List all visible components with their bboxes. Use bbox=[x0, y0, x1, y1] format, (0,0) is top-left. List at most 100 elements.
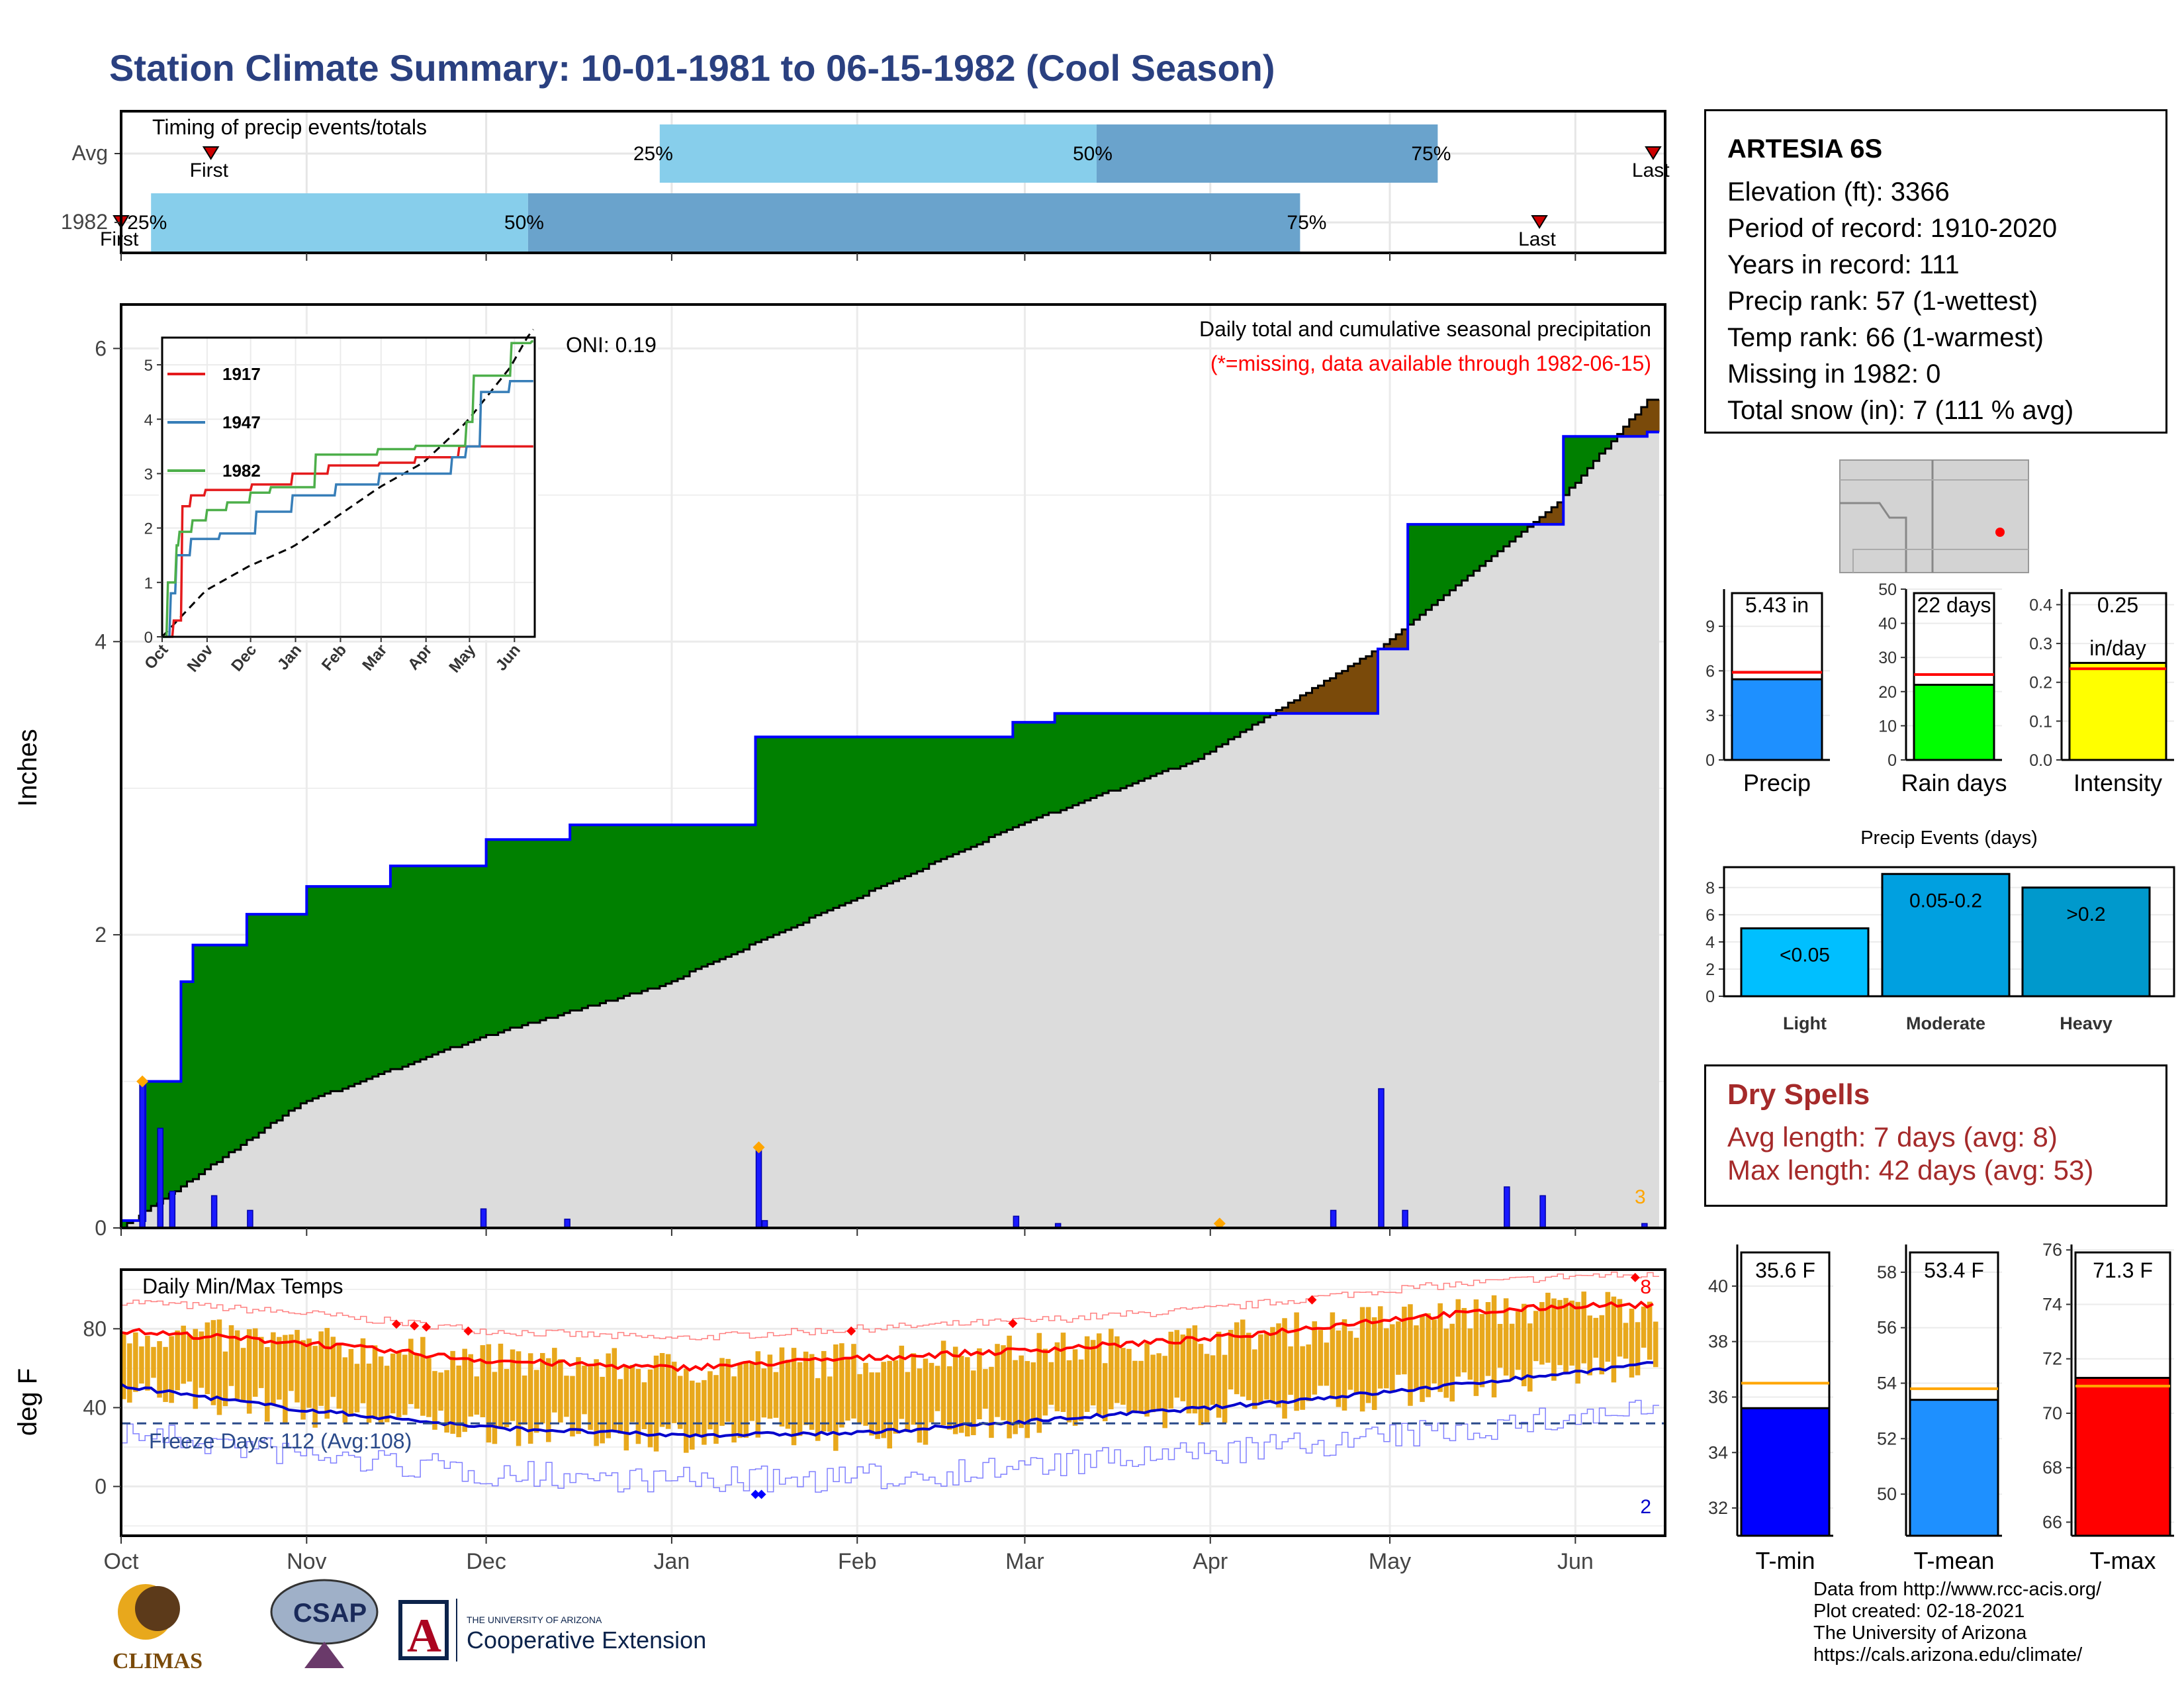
daily-temp-bar bbox=[1162, 1356, 1167, 1429]
temp-bar-ytick-label: 76 bbox=[2042, 1240, 2062, 1260]
daily-temp-bar bbox=[1001, 1345, 1006, 1421]
credits: Data from http://www.rcc-acis.org/ Plot … bbox=[1813, 1579, 2101, 1666]
daily-temp-bar bbox=[1432, 1319, 1437, 1383]
surplus-fill bbox=[1096, 713, 1103, 796]
daily-temp-bar bbox=[498, 1343, 504, 1429]
daily-precip-bar bbox=[139, 1080, 146, 1229]
summary-ytick-label: 0 bbox=[1706, 751, 1715, 770]
surplus-fill bbox=[1449, 524, 1457, 590]
daily-temp-bar bbox=[1132, 1360, 1138, 1411]
surplus-fill bbox=[917, 737, 924, 872]
surplus-fill bbox=[271, 914, 277, 1123]
cumulative-1982-line bbox=[121, 430, 1659, 1222]
surplus-fill bbox=[444, 866, 451, 1050]
surplus-fill bbox=[767, 737, 774, 937]
timing-p25-label: 25% bbox=[633, 143, 673, 165]
daily-temp-bar bbox=[169, 1336, 174, 1403]
surplus-fill bbox=[606, 825, 613, 1001]
surplus-fill bbox=[1461, 524, 1469, 581]
avg-cumulative-area bbox=[121, 399, 1659, 1228]
surplus-fill bbox=[1180, 713, 1187, 767]
daily-temp-bar bbox=[881, 1362, 886, 1438]
svg-text:THE UNIVERSITY OF ARIZONA: THE UNIVERSITY OF ARIZONA bbox=[467, 1615, 602, 1625]
daily-temp-bar bbox=[946, 1366, 952, 1430]
surplus-fill bbox=[450, 866, 457, 1047]
daily-temp-bar bbox=[127, 1343, 132, 1403]
dry-spells-avg: Avg length: 7 days (avg: 8) bbox=[1727, 1121, 2058, 1152]
daily-temp-bar bbox=[354, 1364, 360, 1413]
surplus-fill bbox=[1473, 524, 1480, 571]
daily-temp-bar bbox=[139, 1346, 144, 1384]
surplus-fill bbox=[1120, 713, 1127, 788]
surplus-fill bbox=[629, 825, 637, 994]
daily-temp-bar bbox=[252, 1328, 258, 1397]
surplus-fill bbox=[863, 737, 870, 896]
daily-temp-bar bbox=[246, 1329, 252, 1414]
surplus-fill bbox=[696, 825, 702, 969]
surplus-fill bbox=[1186, 713, 1193, 764]
surplus-fill bbox=[1234, 713, 1241, 737]
daily-temp-bar bbox=[396, 1351, 402, 1417]
record-high-marker bbox=[391, 1319, 401, 1329]
deficit-fill bbox=[1288, 702, 1295, 714]
daily-temp-bar bbox=[815, 1378, 821, 1441]
inset-legend-label: 1982 bbox=[222, 461, 261, 481]
daily-temp-bar bbox=[983, 1369, 988, 1409]
daily-temp-bar bbox=[1066, 1360, 1072, 1423]
month-label: Jan bbox=[654, 1549, 690, 1574]
daily-temp-bar bbox=[552, 1348, 557, 1413]
surplus-fill bbox=[228, 945, 236, 1152]
deficit-fill bbox=[1300, 695, 1307, 714]
daily-temp-bar bbox=[312, 1346, 318, 1428]
daily-temp-bar bbox=[1557, 1299, 1563, 1366]
daily-temp-bar bbox=[1377, 1306, 1383, 1389]
daily-temp-bar bbox=[187, 1335, 193, 1382]
events-bar bbox=[1740, 927, 1870, 998]
surplus-fill bbox=[869, 737, 876, 891]
daily-temp-bar bbox=[1186, 1328, 1192, 1414]
surplus-fill bbox=[121, 1220, 128, 1228]
summary-ytick-label: 0.0 bbox=[2029, 751, 2052, 770]
daily-temp-bar bbox=[151, 1346, 156, 1378]
temp-panel: 0 40 80 Oct Nov Dec Jan Feb Mar Apr May Jun Daily Mi… bbox=[13, 1268, 1666, 1574]
daily-temp-bar bbox=[1019, 1355, 1024, 1429]
deficit-fill bbox=[1539, 517, 1546, 525]
surplus-fill bbox=[258, 914, 265, 1133]
snow-marker bbox=[752, 1141, 765, 1154]
daily-temp-bar bbox=[1426, 1313, 1431, 1397]
daily-temp-bar bbox=[330, 1336, 336, 1397]
timing-first-label: First bbox=[100, 228, 139, 250]
surplus-fill bbox=[827, 737, 834, 911]
events-bar bbox=[2021, 886, 2151, 998]
summary-bar-name: Intensity bbox=[2073, 769, 2162, 796]
surplus-fill bbox=[1007, 737, 1013, 830]
surplus-fill bbox=[833, 737, 840, 908]
daily-temp-bar bbox=[1042, 1348, 1048, 1416]
daily-temp-bar bbox=[372, 1345, 378, 1419]
surplus-fill bbox=[533, 839, 541, 1023]
surplus-fill bbox=[1581, 436, 1588, 476]
surplus-fill bbox=[558, 839, 565, 1015]
events-bar-label: <0.05 bbox=[1780, 944, 1830, 966]
daily-temp-bar bbox=[145, 1335, 150, 1391]
surplus-fill bbox=[1072, 713, 1079, 806]
temp-ytick-label: 80 bbox=[83, 1317, 107, 1340]
surplus-fill bbox=[522, 839, 529, 1025]
daily-temp-bar bbox=[1414, 1325, 1419, 1389]
daily-temp-bar bbox=[857, 1374, 862, 1425]
surplus-fill bbox=[940, 737, 948, 859]
temp-bar-ytick-label: 68 bbox=[2042, 1458, 2062, 1477]
surplus-fill bbox=[977, 737, 983, 845]
daily-temp-bar bbox=[1521, 1303, 1527, 1387]
daily-precip-bar bbox=[1504, 1186, 1510, 1229]
timing-last-label: Last bbox=[1518, 228, 1556, 250]
daily-temp-bar bbox=[121, 1334, 126, 1399]
surplus-fill bbox=[755, 737, 762, 943]
surplus-fill bbox=[684, 825, 690, 976]
daily-temp-bar bbox=[821, 1350, 827, 1432]
daily-temp-bar bbox=[265, 1346, 270, 1422]
daily-temp-bar bbox=[450, 1350, 455, 1434]
inset-legend-label: 1947 bbox=[222, 412, 261, 432]
daily-temp-bar bbox=[1587, 1315, 1592, 1376]
daily-temp-bar bbox=[940, 1340, 946, 1426]
